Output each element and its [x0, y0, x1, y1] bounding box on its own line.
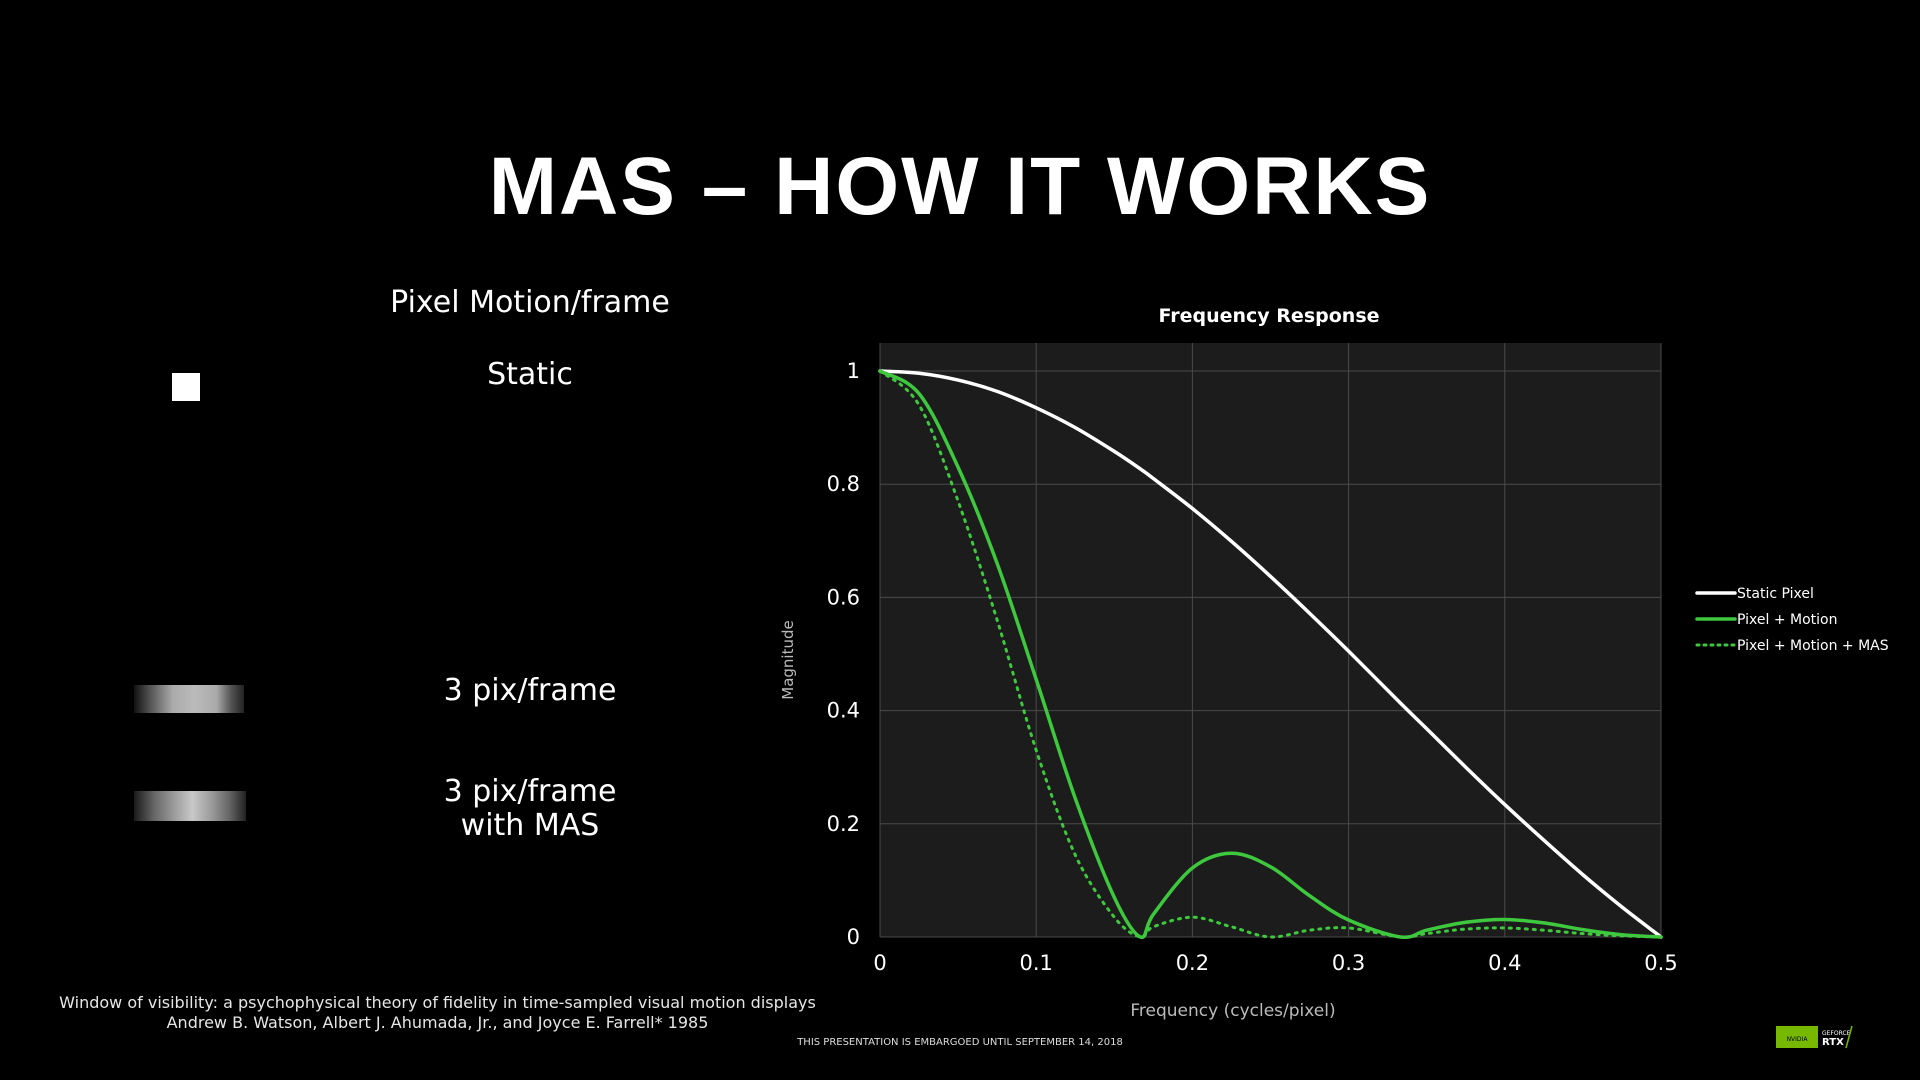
citation: Window of visibility: a psychophysical t…: [40, 993, 835, 1033]
y-tick-label: 0.4: [827, 699, 860, 723]
series-line-1: [878, 369, 1663, 940]
citation-line1: Window of visibility: a psychophysical t…: [59, 993, 816, 1012]
y-tick-label: 1: [847, 359, 860, 383]
mas-blur-swatch: [134, 791, 246, 821]
x-axis-label: Frequency (cycles/pixel): [1130, 1001, 1335, 1021]
static-label: Static: [487, 357, 573, 392]
mas-label: 3 pix/frame with MAS: [380, 775, 680, 843]
y-tick-label: 0: [847, 925, 860, 949]
static-pixel-swatch: [172, 373, 200, 401]
legend-label: Static Pixel: [1737, 586, 1814, 602]
x-tick-label: 0.5: [1644, 951, 1677, 975]
motion-label: 3 pix/frame: [443, 673, 617, 708]
badge-line1: GEFORCE: [1822, 1030, 1851, 1037]
badge-line2: RTX: [1822, 1037, 1844, 1048]
legend-label: Pixel + Motion + MAS: [1737, 638, 1889, 654]
x-tick-label: 0.2: [1176, 951, 1209, 975]
x-tick-label: 0.4: [1488, 951, 1521, 975]
plot-area: [880, 343, 1661, 937]
chart-title: Frequency Response: [1158, 305, 1379, 327]
y-tick-label: 0.6: [827, 585, 860, 609]
mas-label-line2: with MAS: [460, 808, 600, 843]
y-axis-label: Magnitude: [779, 620, 797, 699]
citation-line2: Andrew B. Watson, Albert J. Ahumada, Jr.…: [166, 1013, 709, 1032]
pixel-motion-heading: Pixel Motion/frame: [390, 285, 670, 320]
embargo-notice: THIS PRESENTATION IS EMBARGOED UNTIL SEP…: [797, 1037, 1123, 1048]
y-tick-label: 0.8: [827, 472, 860, 496]
motion-blur-swatch: [134, 685, 244, 713]
x-tick-label: 0.3: [1332, 951, 1365, 975]
mas-label-line1: 3 pix/frame: [443, 774, 617, 809]
legend-label: Pixel + Motion: [1737, 612, 1837, 628]
x-tick-label: 0.1: [1019, 951, 1052, 975]
series-line-2: [878, 369, 1663, 939]
slide-title: MAS – HOW IT WORKS: [488, 141, 1432, 232]
series-line-0: [878, 369, 1663, 939]
x-tick-label: 0: [873, 951, 886, 975]
badge-brand: NVIDIA: [1787, 1036, 1809, 1043]
y-tick-label: 0.2: [827, 812, 860, 836]
geforce-rtx-badge: NVIDIA GEFORCE RTX: [1776, 1025, 1853, 1049]
